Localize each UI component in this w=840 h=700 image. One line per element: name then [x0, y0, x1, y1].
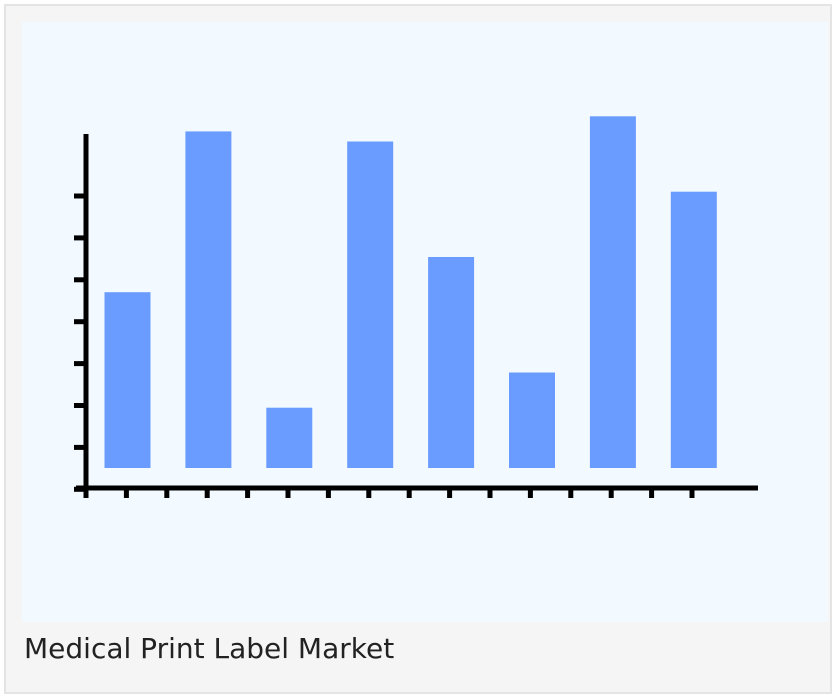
- chart-caption: Medical Print Label Market: [24, 632, 395, 665]
- chart-card: Medical Print Label Market: [4, 4, 832, 694]
- bar-7: [589, 116, 636, 469]
- axes-group: [74, 134, 758, 498]
- bar-5: [428, 257, 475, 468]
- bar-6: [509, 372, 555, 468]
- bar-8: [670, 191, 717, 468]
- bar-chart: [74, 116, 758, 498]
- bars-group: [104, 116, 717, 469]
- bar-3: [266, 407, 313, 468]
- bar-2: [185, 131, 232, 468]
- bar-1: [104, 292, 151, 468]
- bar-4: [347, 141, 394, 468]
